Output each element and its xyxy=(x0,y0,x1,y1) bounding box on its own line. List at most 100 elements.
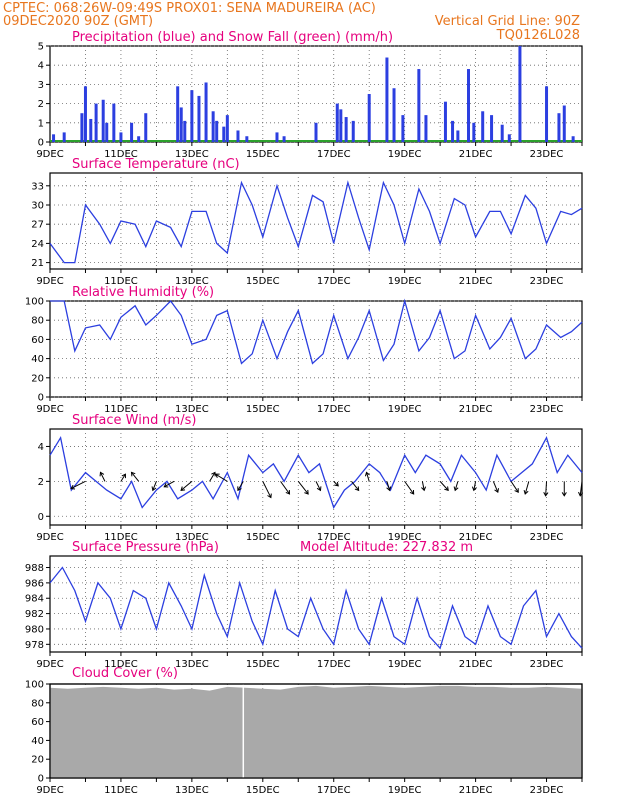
wind-arrow-shaft xyxy=(579,481,583,496)
x-tick-label: 23DEC xyxy=(530,276,564,287)
x-tick-label: 11DEC xyxy=(104,532,138,543)
wind-arrow-shaft xyxy=(180,480,193,491)
y-tick-label: 60 xyxy=(31,335,44,346)
x-tick-label: 13DEC xyxy=(175,785,209,796)
y-tick-label: 0 xyxy=(38,393,44,404)
wind-arrow-head xyxy=(471,486,477,492)
precip-bar xyxy=(80,113,84,142)
x-tick-label: 17DEC xyxy=(317,149,351,160)
wind-arrow-head xyxy=(211,471,216,477)
wind-arrow-shaft xyxy=(421,481,425,491)
wind-arrow-shaft xyxy=(262,481,272,498)
x-tick-label: 11DEC xyxy=(104,659,138,670)
wind-arrow-head xyxy=(421,486,427,492)
x-tick-label: 13DEC xyxy=(175,404,209,415)
y-tick-label: 100 xyxy=(25,297,44,308)
precipitation-panel: 0 1 2 3 4 5 9DEC 11DEC 13DEC 15DEC 17DEC 19DEC 21DEC… xyxy=(36,42,583,160)
x-tick-label: 9DEC xyxy=(36,785,63,796)
wind-arrow-head xyxy=(267,493,272,499)
x-tick-label: 11DEC xyxy=(104,785,138,796)
y-tick-label: 80 xyxy=(31,316,44,327)
precip-bar xyxy=(562,105,566,142)
plot-frame xyxy=(49,683,583,779)
x-tick-label: 21DEC xyxy=(459,532,493,543)
precip-bar xyxy=(197,95,201,142)
x-tick-label: 13DEC xyxy=(175,149,209,160)
wind-arrow-shaft xyxy=(454,481,459,491)
plot-frame xyxy=(49,555,583,653)
x-tick-label: 19DEC xyxy=(388,659,422,670)
wind-arrow-shaft xyxy=(131,472,140,482)
precip-bar xyxy=(344,117,348,142)
x-tick-label: 9DEC xyxy=(36,149,63,160)
wind-arrow-shaft xyxy=(237,481,244,491)
altitude-label: Model Altitude: 227.832 m xyxy=(300,540,473,555)
x-tick-label: 21DEC xyxy=(459,404,493,415)
precip-bar xyxy=(401,115,405,142)
cloud-title: Cloud Cover (%) xyxy=(72,666,178,681)
wind-arrow-head xyxy=(578,491,584,497)
x-tick-label: 19DEC xyxy=(388,404,422,415)
humidity-panel: 0 20 40 60 80 100 9DEC 11DEC 13DEC 15DEC 17DEC 19DE… xyxy=(25,297,583,415)
x-tick-label: 23DEC xyxy=(530,785,564,796)
precip-bar xyxy=(179,107,183,142)
wind-arrow-shaft xyxy=(152,481,157,491)
cloud-panel: 0 20 40 60 80 100 9DEC 11DEC 13DEC 15DEC 17DEC 19DE… xyxy=(25,680,583,796)
wind-arrow-head xyxy=(543,492,549,497)
x-tick-label: 15DEC xyxy=(246,785,280,796)
precip-bar xyxy=(417,69,421,142)
wind-arrow-head xyxy=(121,473,126,479)
wind-arrow-head xyxy=(334,481,339,487)
precip-title: Precipitation (blue) and Snow Fall (gree… xyxy=(72,30,393,45)
wind-arrow-head xyxy=(364,471,370,477)
wind-arrow-shaft xyxy=(510,481,519,493)
wind-arrow xyxy=(280,481,291,495)
y-tick-label: 2 xyxy=(38,477,44,488)
x-tick-label: 19DEC xyxy=(388,149,422,160)
wind-arrow xyxy=(351,481,360,492)
y-tick-label: 20 xyxy=(31,755,44,766)
x-tick-label: 15DEC xyxy=(246,532,280,543)
y-tick-label: 27 xyxy=(31,220,44,231)
x-tick-label: 23DEC xyxy=(530,404,564,415)
x-tick-label: 9DEC xyxy=(36,532,63,543)
wind-arrow-head xyxy=(180,486,186,491)
wind-arrow xyxy=(209,471,216,482)
y-tick-label: 4 xyxy=(38,61,44,72)
y-tick-label: 5 xyxy=(38,42,44,53)
series-line xyxy=(49,566,583,650)
wind-arrow xyxy=(543,481,549,497)
precip-bar xyxy=(385,57,389,142)
x-tick-label: 15DEC xyxy=(246,276,280,287)
wind-arrow-shaft xyxy=(297,481,309,495)
cloud-area xyxy=(50,685,582,778)
precip-bar xyxy=(545,86,549,142)
y-tick-label: 40 xyxy=(31,736,44,747)
wind-arrow-head xyxy=(130,471,136,477)
wind-arrow-head xyxy=(316,486,322,492)
wind-arrow xyxy=(471,481,477,492)
wind-arrow-shaft xyxy=(315,481,321,491)
precip-bar xyxy=(490,115,494,142)
y-tick-label: 60 xyxy=(31,717,44,728)
wind-arrow-shaft xyxy=(280,481,290,495)
x-tick-label: 15DEC xyxy=(246,404,280,415)
wind-arrow-shaft xyxy=(70,480,86,490)
precip-bar xyxy=(351,120,355,142)
y-tick-label: 986 xyxy=(25,578,44,589)
wind-arrow xyxy=(180,480,193,491)
precip-bar xyxy=(467,69,471,142)
wind-arrow xyxy=(561,481,567,497)
wind-arrow-shaft xyxy=(473,481,477,491)
precip-bar xyxy=(112,103,116,142)
header-grid-line: Vertical Grid Line: 90Z xyxy=(435,14,580,29)
precip-bar xyxy=(451,120,455,142)
wind-title: Surface Wind (m/s) xyxy=(72,413,196,428)
x-tick-label: 17DEC xyxy=(317,276,351,287)
wind-arrow xyxy=(404,481,415,495)
wind-arrow-head xyxy=(70,484,76,490)
y-tick-label: 1 xyxy=(38,118,44,129)
wind-arrow xyxy=(151,481,157,492)
precip-bar xyxy=(130,122,134,142)
x-tick-label: 23DEC xyxy=(530,532,564,543)
